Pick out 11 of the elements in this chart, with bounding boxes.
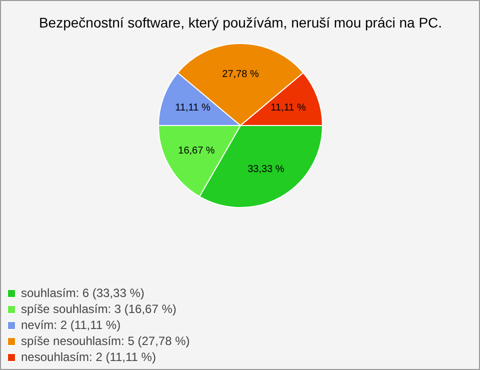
legend-label: nevím: 2 (11,11 %) [21, 318, 121, 332]
chart-title: Bezpečnostní software, který používám, neruší mou práci na PC. [38, 14, 442, 30]
data-label: 33,33 % [248, 164, 284, 176]
data-label: 11,11 % [175, 102, 210, 114]
legend-label: souhlasím: 6 (33,33 %) [21, 286, 144, 300]
data-label: 27,78 % [222, 69, 259, 80]
legend-label: spíše nesouhlasím: 5 (27,78 %) [21, 334, 190, 348]
data-label: 11,11 % [270, 102, 306, 114]
legend-label: nesouhlasím: 2 (11,11 %) [21, 350, 156, 364]
data-label: 16,67 % [178, 145, 215, 156]
legend-label: spíše souhlasím: 3 (16,67 %) [21, 302, 176, 316]
